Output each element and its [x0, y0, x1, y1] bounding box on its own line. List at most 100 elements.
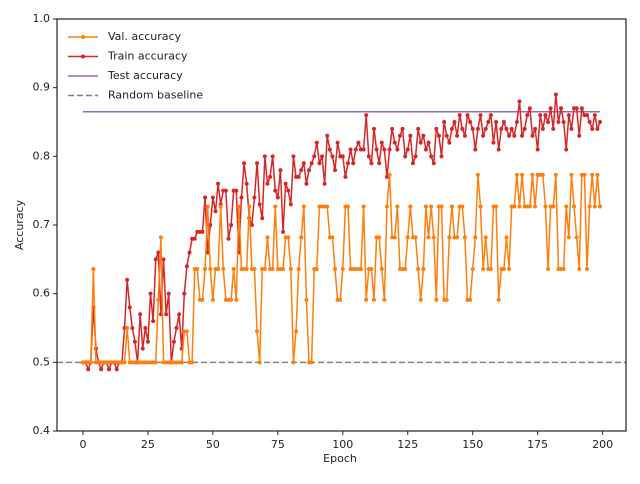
- point: [478, 113, 483, 118]
- point: [226, 236, 231, 241]
- point: [592, 204, 597, 209]
- point: [304, 297, 309, 302]
- point: [449, 204, 454, 209]
- point: [88, 360, 93, 365]
- point: [431, 235, 436, 240]
- point: [229, 297, 234, 302]
- point: [358, 266, 363, 271]
- point: [403, 154, 408, 159]
- point: [387, 172, 392, 177]
- point: [262, 154, 267, 159]
- point: [309, 360, 314, 365]
- point: [371, 297, 376, 302]
- point: [361, 147, 366, 152]
- point: [434, 297, 439, 302]
- point: [216, 181, 221, 186]
- legend-label: Val. accuracy: [108, 30, 182, 43]
- point: [384, 204, 389, 209]
- point: [340, 154, 345, 159]
- point: [320, 154, 325, 159]
- point: [208, 266, 213, 271]
- point: [296, 174, 301, 179]
- point: [281, 229, 286, 234]
- point: [234, 188, 239, 193]
- y-axis-label: Accuracy: [13, 199, 26, 250]
- point: [590, 172, 595, 177]
- point: [205, 250, 210, 255]
- x-tick-label: 100: [332, 438, 353, 451]
- point: [314, 140, 319, 145]
- point: [598, 120, 603, 124]
- point: [273, 204, 278, 209]
- point: [379, 266, 384, 271]
- point: [299, 168, 304, 173]
- point: [447, 140, 452, 145]
- point: [99, 367, 104, 372]
- point: [125, 326, 130, 330]
- point: [561, 120, 566, 124]
- point: [252, 195, 257, 200]
- point: [587, 204, 592, 209]
- x-tick-label: 150: [462, 438, 483, 451]
- point: [514, 172, 519, 177]
- point: [369, 161, 374, 166]
- point: [340, 266, 345, 271]
- point: [343, 174, 348, 179]
- point: [574, 235, 579, 240]
- point: [434, 126, 439, 131]
- point: [569, 172, 574, 177]
- point: [345, 204, 350, 209]
- point: [418, 140, 423, 145]
- point: [439, 154, 444, 159]
- point: [366, 154, 371, 159]
- point: [413, 235, 418, 240]
- point: [125, 277, 130, 282]
- point: [283, 181, 288, 186]
- point: [371, 126, 376, 131]
- point: [553, 172, 558, 177]
- x-axis-label: Epoch: [323, 452, 357, 465]
- point: [416, 266, 421, 271]
- point: [239, 195, 244, 200]
- point: [455, 235, 460, 240]
- point: [200, 297, 205, 302]
- point: [382, 147, 387, 152]
- point: [158, 235, 163, 240]
- point: [483, 235, 488, 240]
- point: [598, 204, 603, 209]
- point: [496, 147, 501, 152]
- point: [483, 126, 488, 131]
- point: [416, 126, 421, 131]
- point: [333, 168, 338, 173]
- point: [423, 204, 428, 209]
- point: [130, 326, 135, 330]
- point: [291, 154, 296, 159]
- point: [449, 126, 454, 131]
- point: [257, 202, 262, 207]
- point: [348, 147, 353, 152]
- point: [260, 216, 265, 221]
- point: [294, 329, 299, 334]
- point: [460, 204, 465, 209]
- point: [494, 120, 499, 124]
- point: [486, 120, 491, 124]
- point: [255, 161, 260, 166]
- point: [462, 133, 467, 138]
- point: [291, 360, 296, 365]
- point: [538, 113, 543, 118]
- point: [504, 235, 509, 240]
- point: [447, 235, 452, 240]
- point: [527, 204, 532, 209]
- point: [429, 204, 434, 209]
- point: [374, 147, 379, 152]
- point: [138, 312, 143, 317]
- point: [520, 133, 525, 138]
- point: [122, 360, 127, 365]
- point: [127, 305, 132, 310]
- point: [475, 172, 480, 177]
- point: [242, 161, 247, 166]
- point: [481, 266, 486, 271]
- point: [255, 329, 260, 334]
- point: [501, 120, 506, 124]
